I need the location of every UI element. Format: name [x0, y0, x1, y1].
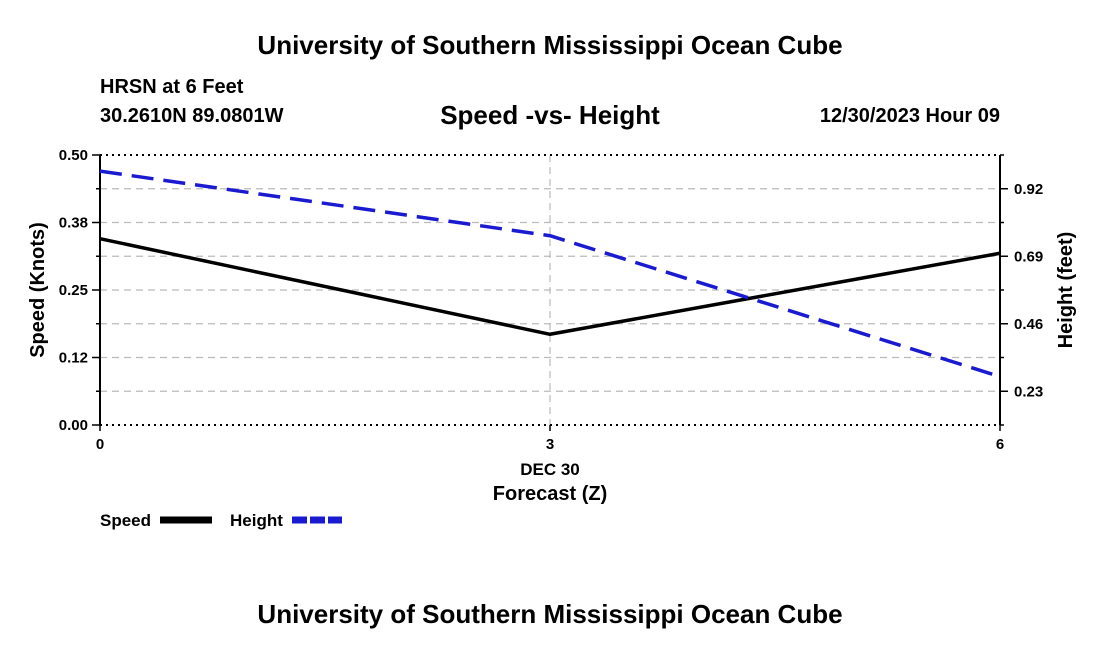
right-axis-title: Height (feet) — [1055, 232, 1077, 349]
right-tick-label: 0.69 — [1014, 248, 1043, 265]
forecast-datetime: 12/30/2023 Hour 09 — [819, 105, 1000, 127]
left-tick-label: 0.50 — [59, 147, 88, 164]
x-axis-title: Forecast (Z) — [493, 483, 607, 505]
footer-title: University of Southern Mississippi Ocean… — [257, 599, 843, 629]
left-tick-label: 0.38 — [59, 215, 88, 232]
right-tick-label: 0.23 — [1014, 383, 1043, 400]
x-date-label: DEC 30 — [520, 460, 580, 479]
right-tick-label: 0.92 — [1014, 181, 1043, 198]
station-label: HRSN at 6 Feet — [100, 76, 244, 98]
left-tick-label: 0.25 — [59, 282, 88, 299]
left-axis-title: Speed (Knots) — [27, 222, 49, 358]
left-tick-label: 0.00 — [59, 417, 88, 434]
legend-speed-label: Speed — [100, 511, 151, 530]
height-series-line — [99, 169, 1001, 379]
chart-subtitle: Speed -vs- Height — [440, 100, 660, 130]
legend-height-label: Height — [230, 511, 283, 530]
right-tick-label: 0.46 — [1014, 316, 1043, 333]
page-title: University of Southern Mississippi Ocean… — [257, 30, 843, 60]
speed-series-line — [99, 236, 1001, 337]
x-tick-label: 0 — [96, 436, 104, 453]
x-tick-label: 3 — [546, 436, 554, 453]
x-tick-label: 6 — [996, 436, 1004, 453]
left-tick-label: 0.12 — [59, 350, 88, 367]
station-coords: 30.2610N 89.0801W — [100, 105, 284, 127]
